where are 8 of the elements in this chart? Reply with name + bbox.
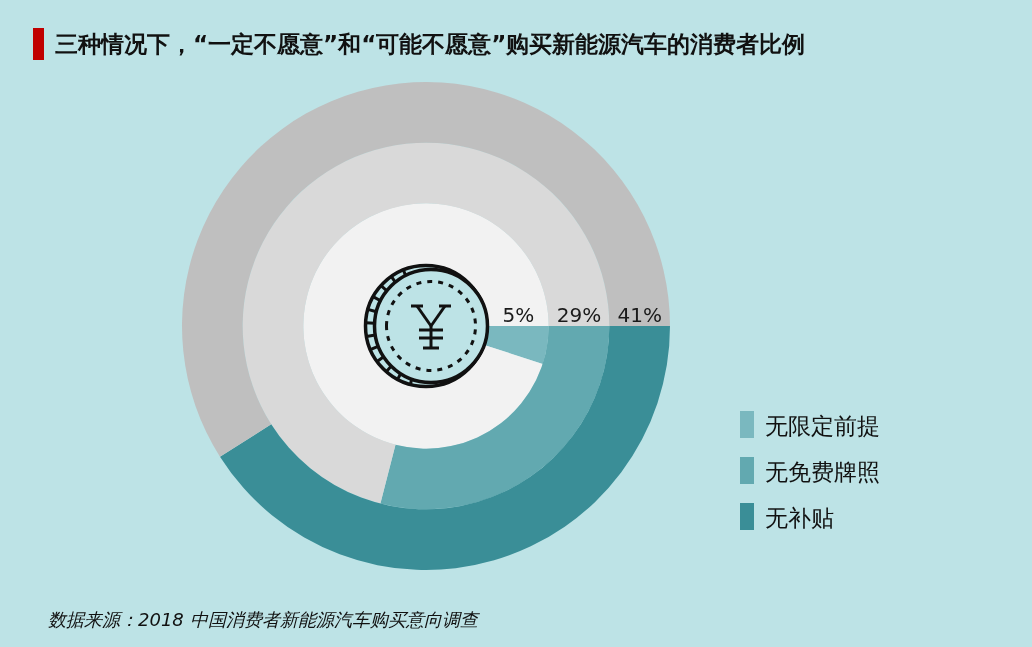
data-label: 41% <box>617 303 662 327</box>
source-note: 数据来源：2018 中国消费者新能源汽车购买意向调查 <box>48 609 480 630</box>
data-label: 5% <box>502 303 535 327</box>
legend-label: 无限定前提 <box>765 413 880 439</box>
data-label: 29% <box>556 303 602 327</box>
legend-label: 无补贴 <box>765 505 834 531</box>
chart-title: 三种情况下，“一定不愿意”和“可能不愿意”购买新能源汽车的消费者比例 <box>55 31 806 57</box>
legend-label: 无免费牌照 <box>765 459 880 485</box>
